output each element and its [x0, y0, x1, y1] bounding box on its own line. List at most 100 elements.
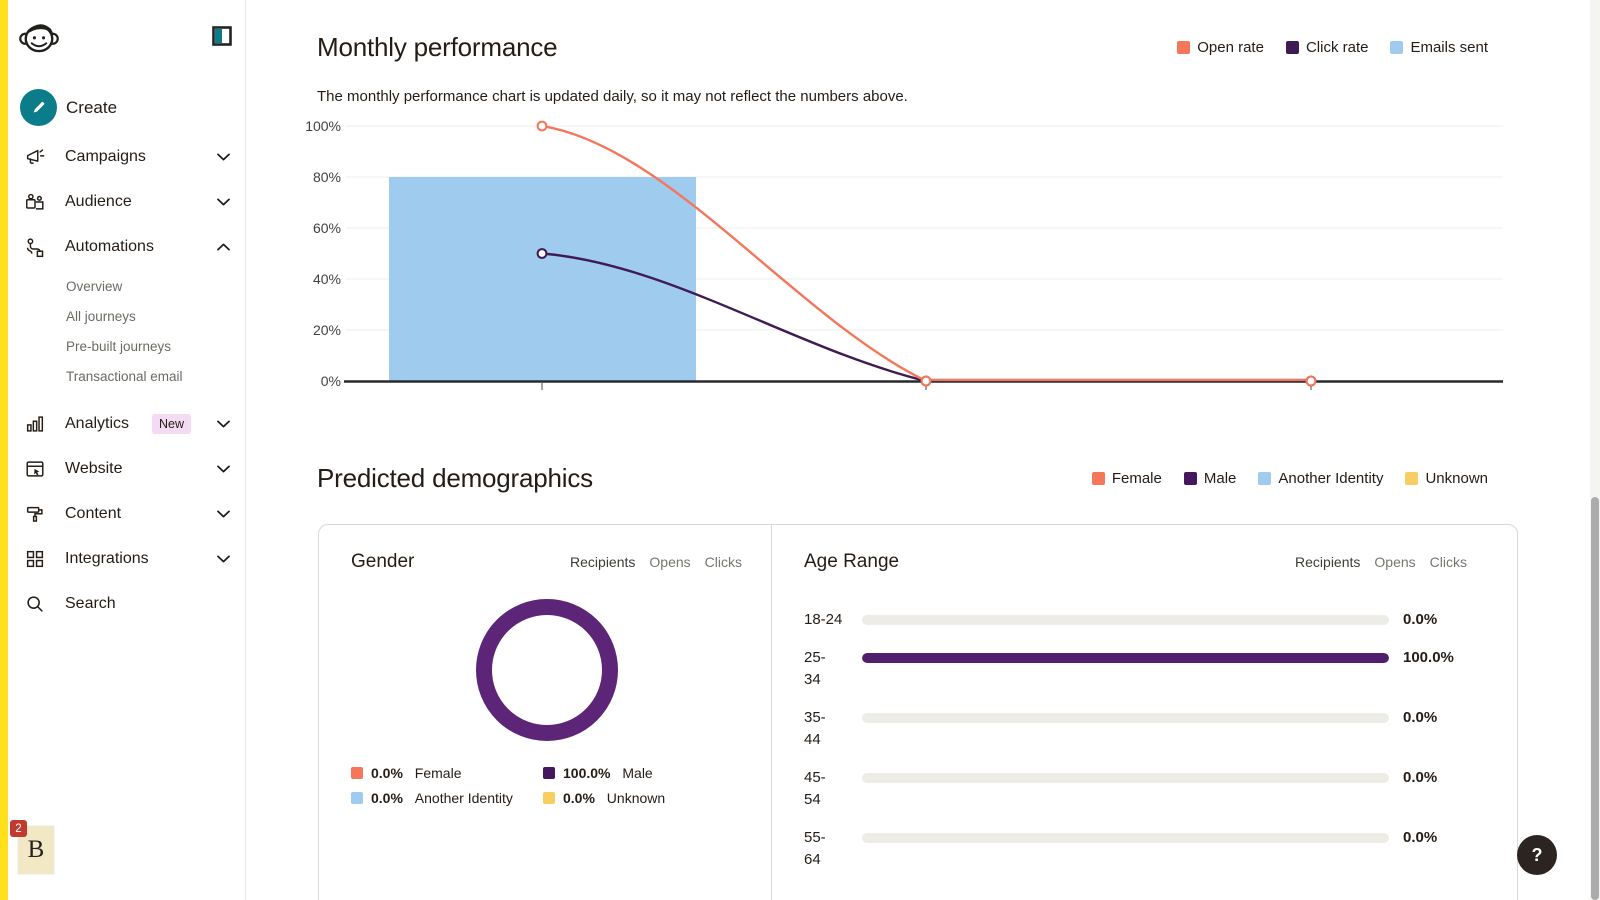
tab-clicks[interactable]: Clicks — [704, 554, 742, 570]
sidebar-item-audience[interactable]: Audience — [8, 179, 245, 224]
svg-text:20%: 20% — [313, 322, 341, 338]
audience-icon — [22, 191, 48, 213]
age-row-bar — [862, 773, 1389, 783]
legend-swatch — [1390, 41, 1404, 54]
sidebar-item-label: Content — [65, 504, 122, 522]
age-row-value: 0.0% — [1403, 769, 1438, 786]
website-icon — [22, 458, 48, 480]
new-badge: New — [151, 413, 191, 434]
sidebar-nav: Campaigns Audience Automations Overview All … — [8, 134, 245, 626]
sidebar-subitem-pre-built-journeys[interactable]: Pre-built journeys — [66, 338, 172, 354]
legend-emails-sent[interactable]: Emails sent — [1390, 39, 1488, 56]
gender-stat-label: Female — [410, 765, 462, 781]
legend-another-identity[interactable]: Another Identity — [1258, 470, 1383, 487]
tab-recipients[interactable]: Recipients — [1295, 554, 1361, 570]
sidebar-subitem-transactional-email[interactable]: Transactional email — [66, 368, 183, 384]
predicted-demographics-title: Predicted demographics — [317, 463, 593, 493]
sidebar-item-website[interactable]: Website — [8, 446, 245, 491]
sidebar-item-label: Audience — [65, 192, 132, 210]
sidebar-item-integrations[interactable]: Integrations — [8, 536, 245, 581]
gender-stat-label: Unknown — [602, 790, 666, 806]
legend-swatch — [543, 792, 555, 804]
mailchimp-logo[interactable] — [18, 13, 60, 64]
main-content: Monthly performance Open rate Click rate E… — [247, 0, 1600, 900]
gender-stat-unknown: 0.0% Unknown — [543, 790, 742, 806]
gender-title: Gender — [351, 551, 415, 572]
search-icon — [22, 593, 48, 615]
chevron-down-icon — [217, 510, 230, 518]
age-row-bar — [862, 615, 1389, 625]
monthly-performance-title: Monthly performance — [317, 32, 558, 62]
gender-stat-female: 0.0% Female — [351, 765, 543, 781]
legend-open-rate[interactable]: Open rate — [1177, 39, 1264, 56]
chevron-down-icon — [217, 198, 230, 206]
tab-clicks[interactable]: Clicks — [1429, 554, 1467, 570]
sidebar-item-analytics[interactable]: Analytics New — [8, 401, 245, 446]
sidebar-subitem-all-journeys[interactable]: All journeys — [66, 308, 136, 324]
svg-text:60%: 60% — [313, 220, 341, 236]
chevron-down-icon — [217, 465, 230, 473]
age-row-value: 0.0% — [1403, 709, 1438, 726]
monthly-performance-chart: 100% 80% 60% 40% 20% 0% — [305, 118, 1503, 390]
gender-tabs: Recipients Opens Clicks — [570, 554, 742, 570]
legend-unknown[interactable]: Unknown — [1405, 470, 1488, 487]
scrollbar-thumb[interactable] — [1591, 497, 1599, 900]
legend-click-rate[interactable]: Click rate — [1285, 39, 1369, 56]
chevron-down-icon — [217, 555, 230, 563]
sidebar-item-campaigns[interactable]: Campaigns — [8, 134, 245, 179]
sidebar-item-automations[interactable]: Automations — [8, 224, 245, 269]
sidebar-item-label: Campaigns — [65, 147, 146, 165]
automations-submenu: Overview All journeys Pre-built journeys Tr… — [8, 271, 245, 391]
pencil-icon — [20, 89, 57, 126]
sidebar-subitem-overview[interactable]: Overview — [66, 278, 123, 294]
legend-label: Click rate — [1305, 39, 1369, 56]
tab-recipients[interactable]: Recipients — [570, 554, 636, 570]
brand-yellow-stripe — [0, 0, 8, 900]
age-row-label: 25- 34 — [804, 649, 826, 688]
age-row-bar-fill — [862, 653, 1389, 663]
legend-swatch — [1405, 472, 1419, 485]
create-button[interactable]: Create — [8, 89, 245, 126]
legend-swatch — [543, 767, 555, 779]
gender-stat-value: 0.0% — [371, 790, 403, 806]
legend-label: Male — [1203, 470, 1237, 487]
age-row-label: 35- 44 — [804, 709, 826, 748]
chevron-down-icon — [217, 420, 230, 428]
sidebar-item-search[interactable]: Search — [8, 581, 245, 626]
svg-text:100%: 100% — [305, 118, 341, 134]
age-row-bar — [862, 653, 1389, 663]
gender-stat-another-identity: 0.0% Another Identity — [351, 790, 543, 806]
integrations-icon — [22, 548, 48, 570]
tab-opens[interactable]: Opens — [1374, 554, 1416, 570]
svg-text:80%: 80% — [313, 169, 341, 185]
legend-swatch — [1183, 472, 1197, 485]
monthly-performance-subtitle: The monthly performance chart is updated… — [317, 88, 908, 105]
sidebar-collapse-icon[interactable] — [212, 26, 232, 46]
legend-swatch — [1285, 41, 1299, 54]
age-range-section: Age Range Recipients Opens Clicks 18-24 0.0… — [772, 525, 1517, 900]
age-row-45-54: 45- 54 0.0% — [804, 767, 1467, 811]
analytics-icon — [22, 413, 48, 435]
legend-swatch — [351, 792, 363, 804]
age-row-value: 0.0% — [1403, 829, 1438, 846]
sidebar-item-content[interactable]: Content — [8, 491, 245, 536]
age-row-18-24: 18-24 0.0% — [804, 609, 1467, 631]
age-row-bar — [862, 833, 1389, 843]
help-button[interactable]: ? — [1517, 835, 1557, 875]
legend-label: Another Identity — [1278, 470, 1384, 487]
gender-legend: 0.0% Female 100.0% Male 0.0% Another Ident… — [351, 765, 742, 806]
legend-female[interactable]: Female — [1091, 470, 1162, 487]
tab-opens[interactable]: Opens — [649, 554, 691, 570]
sidebar: Create Campaigns Audience Automations Overv… — [0, 0, 246, 900]
sidebar-item-label: Website — [65, 459, 123, 477]
age-row-label: 45- 54 — [804, 769, 826, 808]
age-range-tabs: Recipients Opens Clicks — [1295, 554, 1467, 570]
legend-label: Female — [1111, 470, 1162, 487]
sidebar-item-label: Automations — [65, 237, 154, 255]
gender-stat-label: Another Identity — [410, 790, 513, 806]
legend-male[interactable]: Male — [1183, 470, 1237, 487]
legend-swatch — [1177, 41, 1191, 54]
age-row-55-64: 55- 64 0.0% — [804, 827, 1467, 871]
age-range-rows: 18-24 0.0% 25- 34 100.0% 35- 44 0.0% 45- 54 0.0% 55… — [804, 609, 1467, 871]
scrollbar-track — [1590, 0, 1600, 900]
